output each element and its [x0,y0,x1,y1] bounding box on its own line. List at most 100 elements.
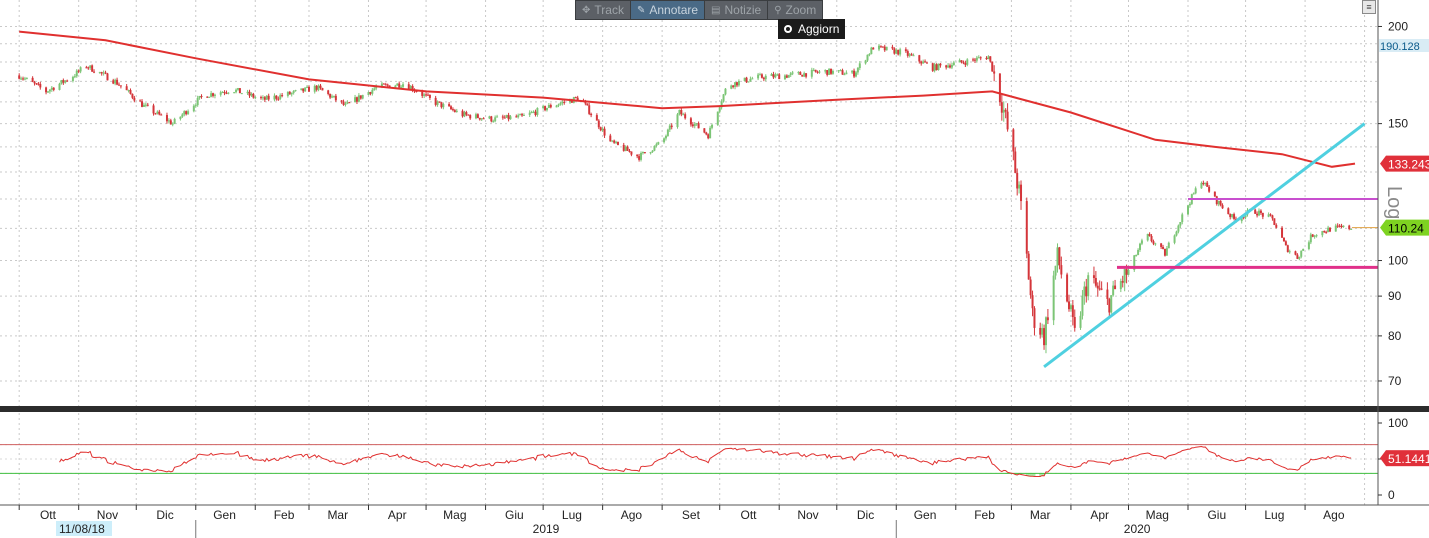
candle [949,63,952,69]
month-label: Mag [1146,508,1169,522]
candle-body [1165,248,1168,256]
candle [87,66,90,70]
candle-body [979,57,982,59]
candle [937,63,940,71]
candle [1231,213,1234,219]
candle [440,102,443,109]
candle-body [1092,275,1095,278]
candle [925,61,928,64]
candle [791,70,794,76]
refresh-button[interactable]: Aggiorn [778,19,846,39]
candle-body [219,92,222,95]
candle [1046,309,1049,325]
candle-body [1139,243,1142,250]
candle-body [947,65,950,68]
candle [1233,212,1236,221]
candle-body [476,114,479,118]
candle [35,83,38,85]
candle [549,103,552,109]
candle [866,54,869,62]
log-scale-label: Log [1383,186,1405,220]
track-button[interactable]: ✥ Track [576,1,631,19]
candle-body [711,124,714,128]
candle [183,110,186,117]
candle-body [1208,186,1211,192]
track-label: Track [594,3,624,17]
candle-body [1167,242,1170,249]
candle-body [1258,210,1261,216]
candle-body [893,48,896,54]
indicator-overlay [19,30,1378,369]
candle [1140,238,1143,246]
candle [1066,272,1069,303]
candle-body [883,46,886,51]
candle-body [367,92,370,96]
candle [1025,197,1028,259]
candle-body [1179,222,1182,226]
candle [98,71,101,74]
candle [622,142,625,152]
candle [292,90,295,95]
candle-body [960,60,963,63]
candle [757,72,760,81]
candle-body [611,140,614,142]
candle-body [400,86,403,88]
menu-icon: ≡ [1366,2,1372,12]
y-tick-label: 80 [1388,329,1402,343]
candle [770,72,773,76]
candle-body [732,85,735,87]
candle [678,109,681,116]
zoom-button[interactable]: ⚲ Zoom [768,1,822,19]
candle-body [1060,265,1063,275]
candle [171,122,174,127]
candle-body [1052,275,1055,321]
y-tick-label: 200 [1388,19,1408,33]
candle [1323,230,1326,233]
candle-body [1336,225,1339,227]
candle-body [787,75,790,78]
candle-body [684,114,687,119]
candle [747,81,750,83]
candle [776,73,779,76]
candle [488,115,491,120]
candle-body [154,113,157,115]
news-button[interactable]: ▤ Notizie [705,1,769,19]
annotate-label: Annotare [649,3,699,17]
candle [1261,212,1264,220]
candle-body [160,114,163,116]
candle-body [474,114,477,119]
candle-body [1213,191,1216,197]
candle [52,87,55,92]
candle-body [235,89,238,93]
candle-body [171,123,174,125]
candle-body [467,114,470,116]
candle [1350,228,1353,230]
candle-body [547,104,550,108]
month-label: Giu [1207,508,1226,522]
candle [478,117,481,121]
candle-body [260,97,263,99]
candle-body [785,75,788,78]
candle-body [866,54,869,61]
candle-body [759,74,762,76]
candle-body [1119,281,1122,290]
candle-body [757,74,760,79]
candle [588,102,591,116]
candle-body [993,71,996,74]
candle-body [1154,243,1157,245]
candle [275,95,278,101]
candle [505,114,508,118]
candle-body [411,86,414,91]
candle [496,114,499,118]
month-label: Dic [156,508,173,522]
candle [1254,208,1257,214]
annotate-button[interactable]: ✎ Annotare [630,1,706,19]
candle [1119,278,1122,293]
candle [100,71,103,76]
candle [743,77,746,82]
candle [313,84,316,94]
candle [304,87,307,92]
candle [1139,242,1142,252]
panel-menu-button[interactable]: ≡ [1362,0,1376,14]
candle [125,84,128,91]
